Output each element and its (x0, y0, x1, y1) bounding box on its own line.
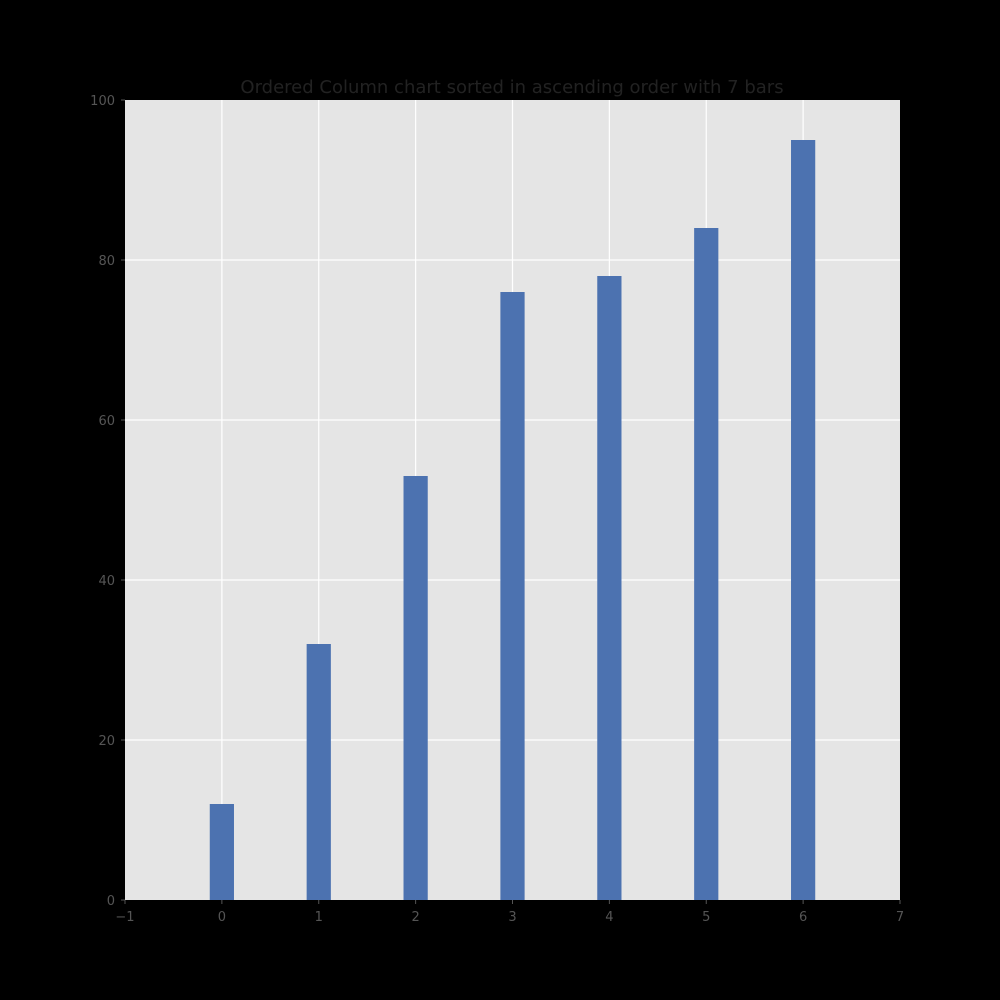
bar-4 (597, 276, 622, 900)
y-tick-label: 40 (98, 574, 115, 589)
bar-3 (500, 292, 525, 900)
x-tick-label: 6 (799, 910, 807, 925)
y-tick-label: 20 (98, 734, 115, 749)
x-tick-label: 0 (218, 910, 226, 925)
x-tick-label: 5 (702, 910, 710, 925)
chart-title: Ordered Column chart sorted in ascending… (240, 77, 783, 98)
x-tick-label: 3 (508, 910, 516, 925)
y-tick-label: 80 (98, 254, 115, 269)
x-axis-ticks: −1 0 1 2 3 4 5 6 7 (115, 900, 904, 925)
x-tick-label: 2 (411, 910, 419, 925)
bar-5 (694, 228, 719, 900)
bar-2 (403, 476, 428, 900)
x-tick-label: 4 (605, 910, 613, 925)
y-tick-label: 60 (98, 414, 115, 429)
y-tick-label: 100 (90, 94, 115, 109)
y-tick-label: 0 (107, 894, 115, 909)
bar-1 (306, 644, 331, 900)
x-tick-label: 1 (315, 910, 323, 925)
bars (209, 140, 816, 900)
x-tick-label: −1 (115, 910, 134, 925)
bar-0 (209, 804, 234, 900)
bar-6 (791, 140, 816, 900)
x-tick-label: 7 (896, 910, 904, 925)
y-axis-ticks: 0 20 40 60 80 100 (90, 94, 125, 909)
